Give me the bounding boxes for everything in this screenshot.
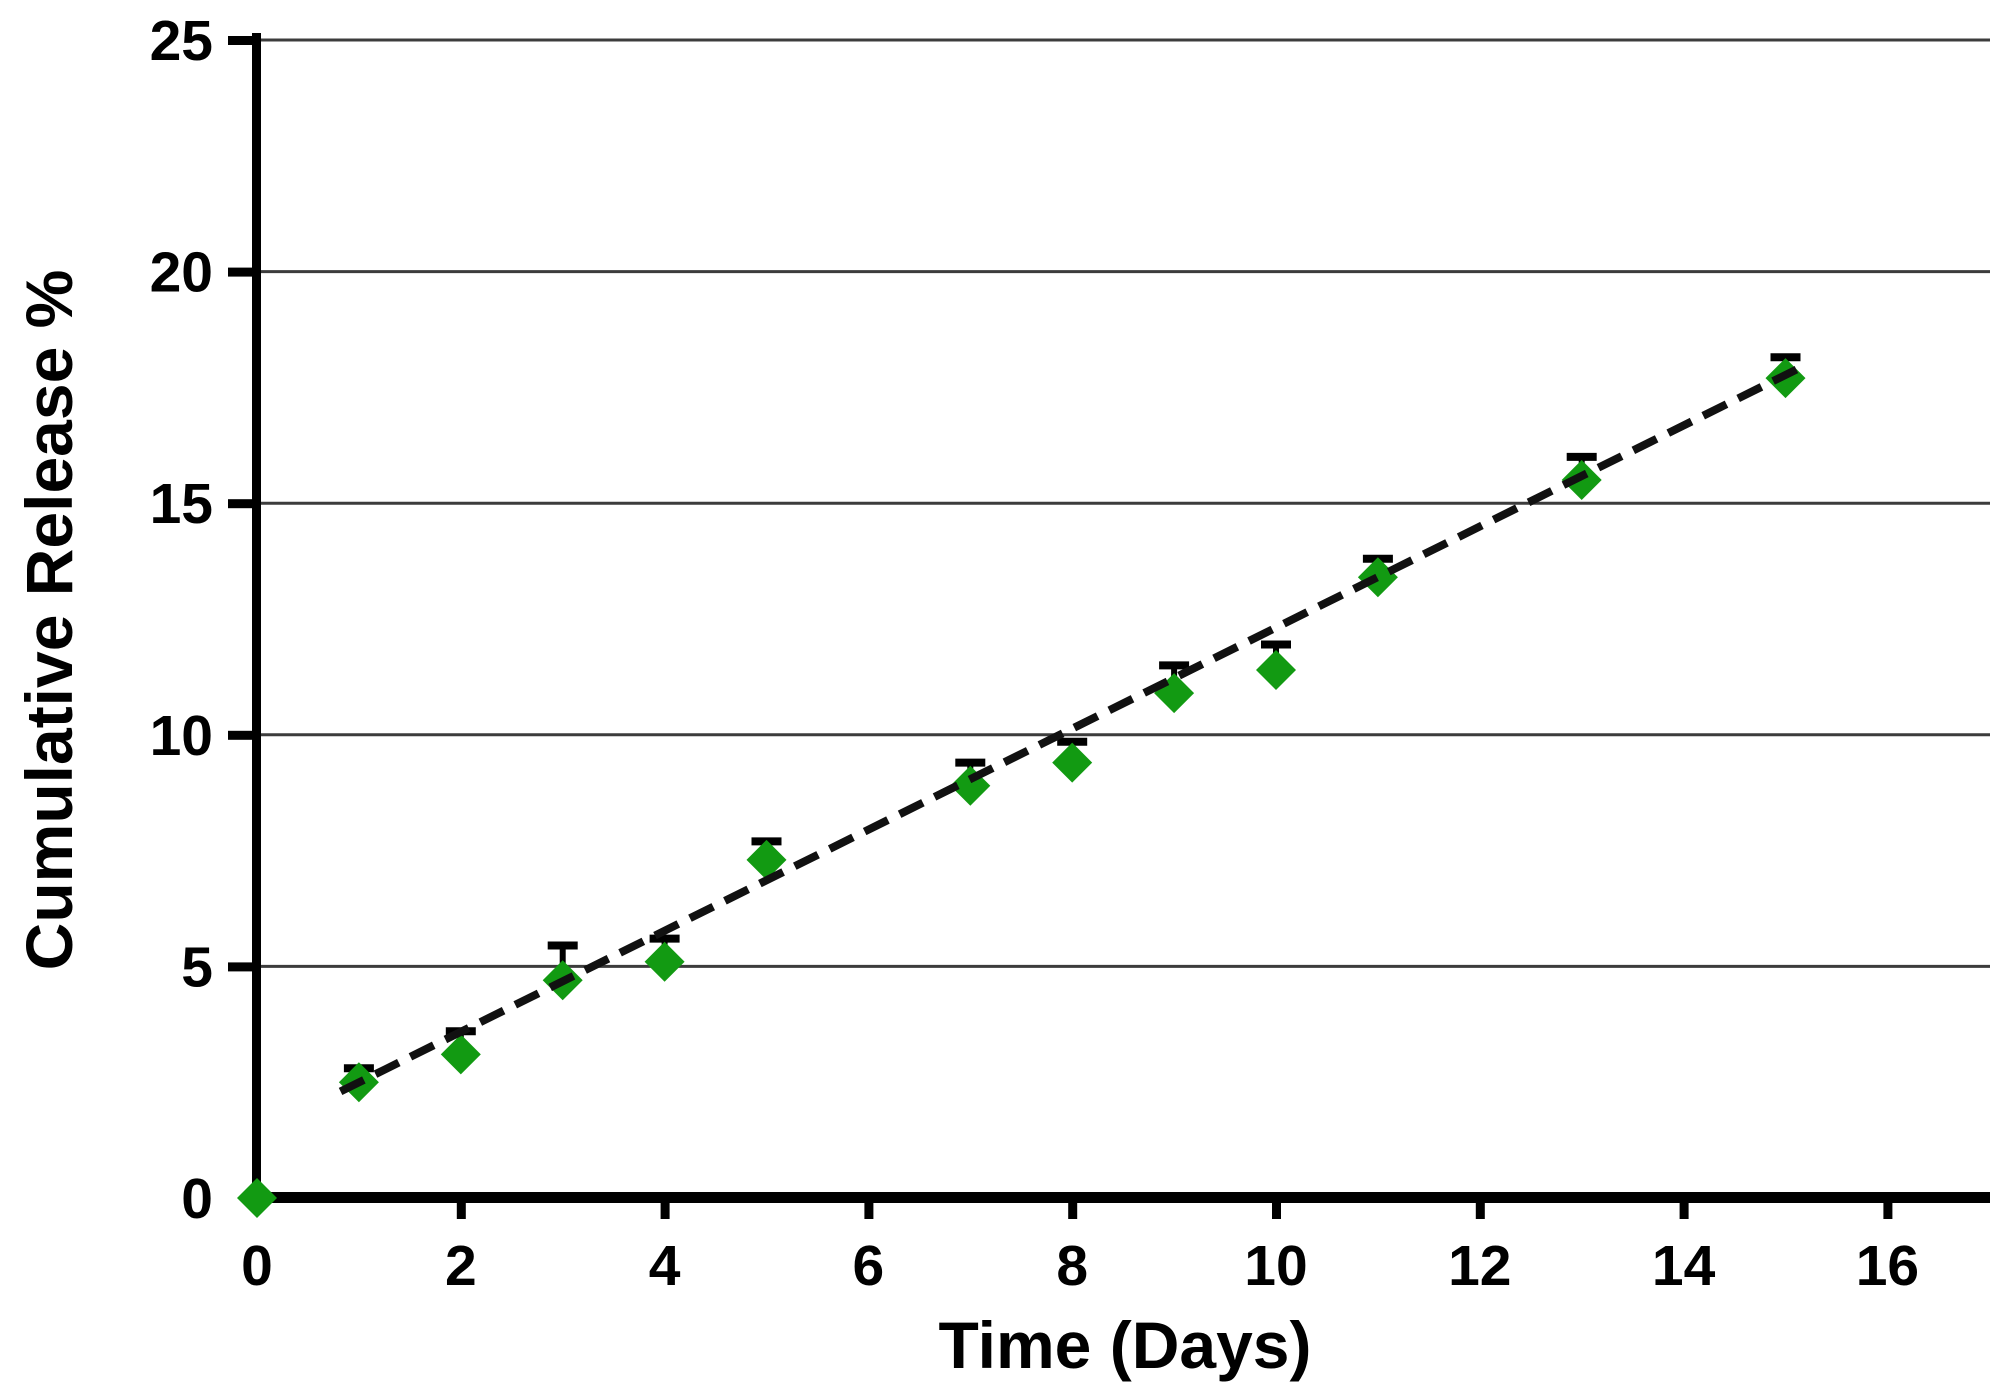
ticks-layer [228,36,1893,1219]
y-tick-5 [228,962,252,972]
data-point-diamond [237,1178,277,1218]
x-tick-label-4: 4 [649,1234,681,1298]
y-tick-25 [228,36,252,45]
data-point-diamond [1052,742,1093,783]
y-tick-10 [228,730,252,740]
x-tick-2 [456,1203,466,1219]
tick-labels-layer: 0 5 10 15 20 25 0 2 4 6 8 10 12 14 16 [150,9,1920,1298]
y-tick-label-15: 15 [150,472,213,536]
trend-line-dashed [338,365,1800,1096]
x-tick-4 [660,1203,670,1219]
data-point-diamond [746,839,787,880]
trendline-layer [338,365,1800,1096]
data-point-diamond [1154,673,1195,714]
x-tick-6 [864,1203,874,1219]
y-tick-label-0: 0 [181,1167,213,1231]
x-tick-label-8: 8 [1056,1234,1088,1298]
x-tick-label-14: 14 [1652,1234,1716,1298]
y-tick-label-10: 10 [150,704,213,768]
gridlines-layer [253,38,1990,968]
data-points-layer [237,358,1806,1218]
data-point-diamond [440,1034,481,1075]
x-tick-16 [1883,1203,1893,1219]
data-point-diamond [1256,649,1296,690]
x-tick-14 [1679,1203,1689,1219]
x-tick-10 [1272,1203,1281,1219]
x-tick-label-0: 0 [241,1234,273,1298]
x-tick-label-12: 12 [1448,1234,1511,1298]
y-tick-20 [228,267,252,277]
x-tick-label-16: 16 [1856,1234,1919,1298]
y-axis-title: Cumulative Release % [12,270,86,971]
y-tick-label-20: 20 [150,241,213,305]
data-point-diamond [1357,557,1398,598]
x-axis-line [252,1192,1990,1203]
x-tick-label-6: 6 [853,1234,885,1298]
axes-layer [252,33,1990,1203]
data-point-diamond [644,941,685,982]
y-axis-line [252,33,261,1203]
x-tick-label-10: 10 [1244,1234,1307,1298]
x-axis-title: Time (Days) [939,1308,1312,1382]
y-tick-label-5: 5 [181,935,213,999]
x-tick-label-2: 2 [445,1234,477,1298]
x-tick-12 [1475,1203,1485,1219]
x-tick-8 [1068,1203,1078,1219]
y-tick-label-25: 25 [150,9,213,73]
y-tick-15 [228,499,252,509]
